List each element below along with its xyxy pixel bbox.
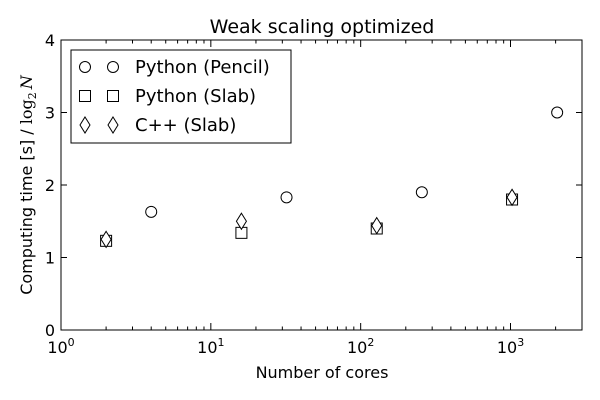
- circle-point: [415, 186, 428, 199]
- circle-point: [551, 106, 564, 119]
- legend-marker-circle: [107, 61, 119, 73]
- diamond-point: [100, 230, 112, 249]
- legend-marker-diamond: [107, 116, 119, 134]
- legend: Python (Pencil) Python (Slab) C++ (Slab): [70, 49, 292, 144]
- y-axis-label-var: N: [17, 74, 36, 90]
- legend-marker-circle: [79, 61, 91, 73]
- data-points: [100, 106, 564, 249]
- legend-marker-square: [107, 90, 119, 102]
- legend-label: Python (Pencil): [135, 57, 270, 78]
- y-tick-label: 1: [45, 249, 55, 268]
- y-tick-label: 4: [45, 31, 55, 50]
- plot-frame: [60, 39, 583, 331]
- y-tick-label: 3: [45, 104, 55, 123]
- diamond-point: [371, 216, 383, 235]
- legend-marker-square: [79, 90, 91, 102]
- x-axis-label: Number of cores: [256, 363, 389, 382]
- x-tick-label: 100: [47, 336, 74, 357]
- x-tick-label: 101: [197, 336, 224, 357]
- legend-label: C++ (Slab): [135, 115, 236, 136]
- y-axis-label-log: log: [17, 99, 36, 124]
- circle-point: [145, 205, 158, 218]
- circle-point: [280, 191, 293, 204]
- legend-marker-diamond: [79, 116, 91, 134]
- y-tick-label: 2: [45, 176, 55, 195]
- chart-title: Weak scaling optimized: [210, 16, 435, 38]
- x-tick-label: 102: [347, 336, 374, 357]
- y-axis-label-log-sub: 2: [26, 92, 39, 99]
- y-tick-label: 0: [45, 321, 55, 340]
- x-tick-label: 103: [497, 336, 524, 357]
- y-axis-label: Computing time [s] / log2 N: [17, 74, 39, 295]
- y-axis-label-text: Computing time [s] /: [17, 124, 36, 295]
- legend-label: Python (Slab): [135, 86, 256, 107]
- diamond-point: [506, 188, 518, 207]
- diamond-point: [235, 212, 248, 231]
